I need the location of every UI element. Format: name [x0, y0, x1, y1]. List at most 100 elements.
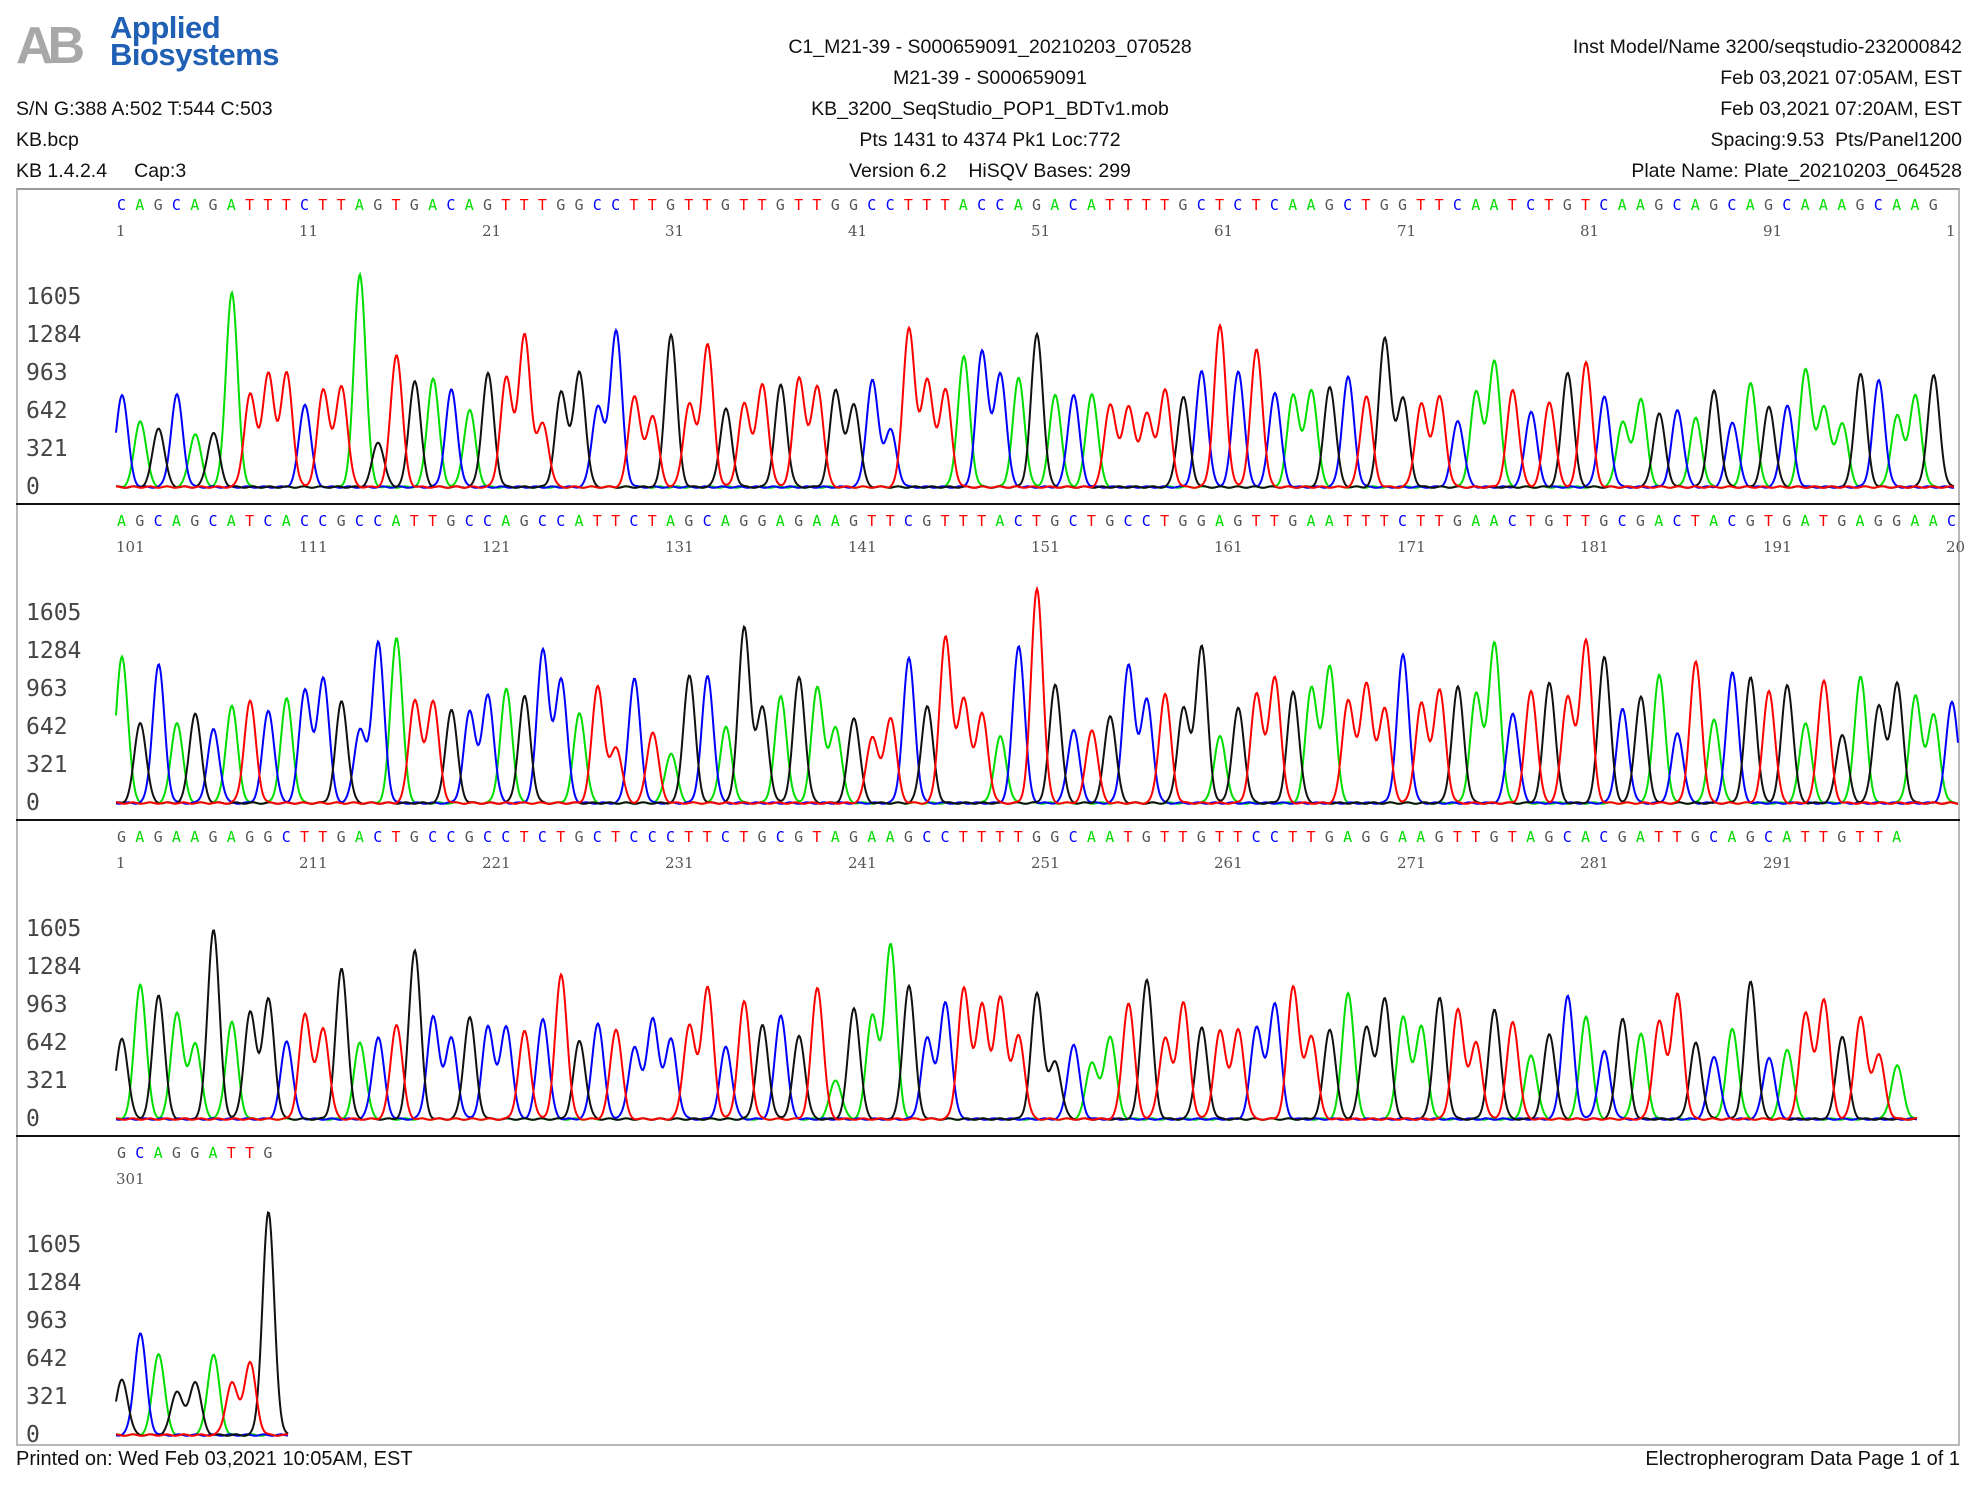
base-call: T: [263, 196, 273, 214]
base-call: C: [1013, 512, 1023, 530]
base-call: T: [245, 196, 255, 214]
base-call: T: [1123, 196, 1133, 214]
base-call: C: [1672, 512, 1682, 530]
base-call: A: [1635, 828, 1645, 846]
base-position-label: 181: [1580, 538, 1609, 556]
base-call: A: [1910, 196, 1920, 214]
base-position-label: 20: [1946, 538, 1966, 556]
base-call: A: [666, 512, 676, 530]
base-call: C: [1599, 196, 1609, 214]
base-call: A: [226, 828, 236, 846]
base-call: C: [446, 196, 456, 214]
base-call: G: [446, 512, 456, 530]
base-position-label: 241: [848, 854, 877, 872]
base-call: C: [1068, 196, 1078, 214]
base-call: T: [684, 196, 694, 214]
base-call: T: [1544, 196, 1554, 214]
base-call: G: [117, 828, 127, 846]
base-call: T: [1251, 512, 1261, 530]
base-call: C: [647, 828, 657, 846]
base-call: G: [1050, 828, 1060, 846]
base-call: T: [958, 828, 968, 846]
base-call: T: [611, 512, 621, 530]
base-call: T: [958, 512, 968, 530]
base-call: G: [409, 828, 419, 846]
base-call: T: [391, 196, 401, 214]
base-call: T: [940, 196, 950, 214]
base-call: A: [171, 512, 181, 530]
base-call: T: [1818, 828, 1828, 846]
base-call: G: [208, 196, 218, 214]
base-call: G: [1654, 196, 1664, 214]
base-call: T: [1013, 828, 1023, 846]
y-tick-label: 0: [26, 1106, 40, 1132]
logo-wordmark: Applied Biosystems: [110, 12, 280, 72]
trace-panel-4: G C A G G A T T G 301 1605 1284 963 642 321 0: [16, 1136, 1960, 1452]
base-call: G: [757, 512, 767, 530]
logo-line-2: Biosystems: [110, 37, 280, 72]
base-call: C: [1599, 828, 1609, 846]
trace-A-line: [115, 637, 1959, 805]
base-call: T: [812, 828, 822, 846]
base-call: G: [1745, 828, 1755, 846]
base-call: C: [428, 828, 438, 846]
base-call: G: [574, 196, 584, 214]
y-tick-label: 963: [26, 1308, 68, 1334]
y-tick-label: 963: [26, 992, 68, 1018]
base-call: C: [1123, 512, 1133, 530]
base-call: T: [1452, 828, 1462, 846]
base-call: C: [1562, 828, 1572, 846]
base-call: G: [1928, 196, 1938, 214]
base-call: T: [1471, 828, 1481, 846]
base-call: T: [1160, 196, 1170, 214]
base-call: C: [135, 1144, 145, 1162]
base-call: T: [1215, 196, 1225, 214]
base-call: A: [830, 828, 840, 846]
base-call: G: [849, 512, 859, 530]
base-call: T: [1160, 828, 1170, 846]
base-call: T: [647, 196, 657, 214]
trace-C-line: [115, 1332, 289, 1437]
base-call: T: [1654, 828, 1664, 846]
base-call: G: [1764, 196, 1774, 214]
applied-biosystems-logo: AB Applied Biosystems: [16, 12, 280, 74]
base-call: G: [190, 1144, 200, 1162]
y-tick-label: 321: [26, 1068, 68, 1094]
base-call: G: [483, 196, 493, 214]
base-call: T: [1141, 196, 1151, 214]
base-call: A: [995, 512, 1005, 530]
base-call: C: [483, 512, 493, 530]
base-call: G: [464, 828, 474, 846]
base-call: A: [830, 512, 840, 530]
base-call: A: [1800, 196, 1810, 214]
base-call: G: [1379, 196, 1389, 214]
base-call: T: [940, 512, 950, 530]
header-left-info: S/N G:388 A:502 T:544 C:503 KB.bcp KB 1.…: [16, 94, 273, 187]
base-call: T: [1581, 512, 1591, 530]
base-call: C: [1782, 196, 1792, 214]
base-call: G: [409, 196, 419, 214]
base-call: A: [1416, 828, 1426, 846]
base-call: G: [1398, 196, 1408, 214]
base-call: G: [245, 828, 255, 846]
base-call: A: [1617, 196, 1627, 214]
base-call: T: [556, 828, 566, 846]
base-call: G: [1892, 512, 1902, 530]
base-call: C: [775, 828, 785, 846]
base-call: T: [1507, 828, 1517, 846]
base-call: T: [885, 512, 895, 530]
base-call: G: [775, 196, 785, 214]
base-call: T: [245, 1144, 255, 1162]
base-call: C: [1764, 828, 1774, 846]
base-call: T: [1160, 512, 1170, 530]
base-call: G: [849, 828, 859, 846]
base-call: G: [556, 196, 566, 214]
base-call: A: [885, 828, 895, 846]
base-call: C: [117, 196, 127, 214]
base-call: C: [1251, 828, 1261, 846]
base-call: A: [171, 828, 181, 846]
base-call: G: [1690, 828, 1700, 846]
trace-G-line: [115, 624, 1959, 805]
base-call: G: [117, 1144, 127, 1162]
